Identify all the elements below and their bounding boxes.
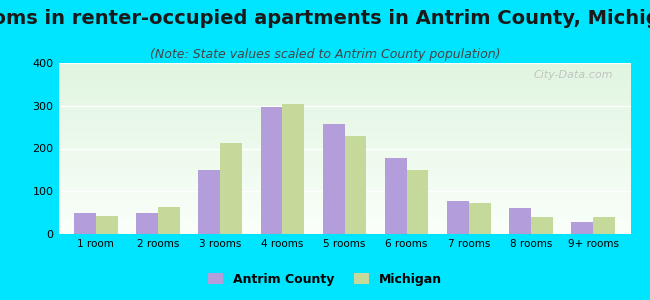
Bar [136, 213, 158, 234]
Bar [158, 208, 180, 234]
Bar [385, 158, 407, 234]
Bar [323, 124, 345, 234]
Bar [74, 213, 96, 234]
Bar [96, 216, 118, 234]
Bar [469, 203, 491, 234]
Legend: Antrim County, Michigan: Antrim County, Michigan [203, 268, 447, 291]
Bar [531, 217, 552, 234]
Text: Rooms in renter-occupied apartments in Antrim County, Michigan: Rooms in renter-occupied apartments in A… [0, 9, 650, 28]
Text: (Note: State values scaled to Antrim County population): (Note: State values scaled to Antrim Cou… [150, 48, 500, 61]
Bar [282, 103, 304, 234]
Bar [407, 170, 428, 234]
Bar [571, 223, 593, 234]
Text: City-Data.com: City-Data.com [534, 70, 614, 80]
Bar [344, 136, 366, 234]
Bar [220, 143, 242, 234]
Bar [198, 170, 220, 234]
Bar [593, 217, 615, 234]
Bar [509, 208, 531, 234]
Bar [447, 201, 469, 234]
Bar [261, 106, 282, 234]
